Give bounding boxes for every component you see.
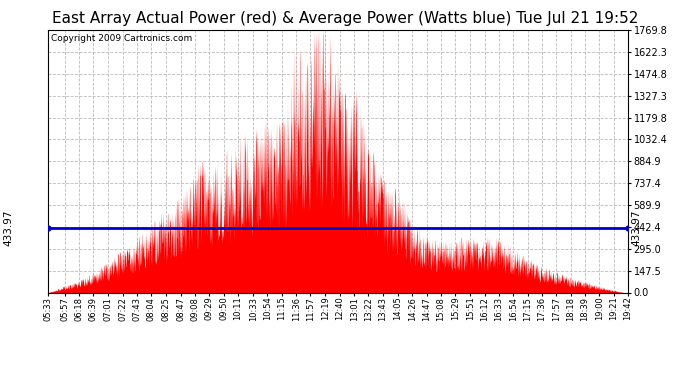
Text: 433.97: 433.97 [631,210,641,246]
Text: 433.97: 433.97 [3,210,13,246]
Text: Copyright 2009 Cartronics.com: Copyright 2009 Cartronics.com [51,34,193,43]
Text: East Array Actual Power (red) & Average Power (Watts blue) Tue Jul 21 19:52: East Array Actual Power (red) & Average … [52,11,638,26]
